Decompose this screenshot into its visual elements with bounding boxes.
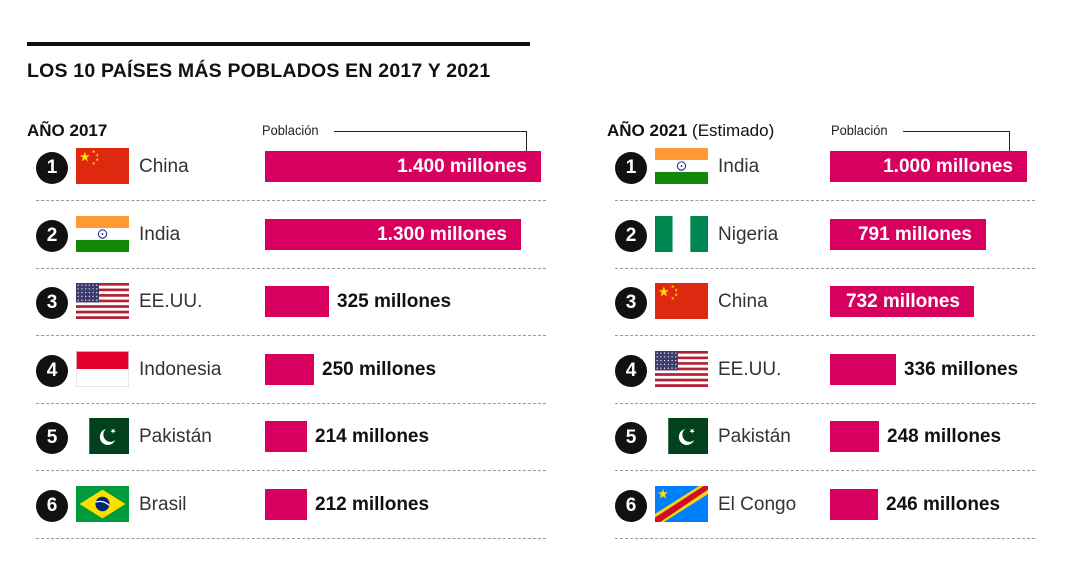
table-row: 2 Nigeria 791 millones — [615, 202, 1035, 269]
value-header-line — [334, 131, 526, 132]
table-row: 3 EE.UU. 325 millones — [36, 269, 546, 336]
bar-value-label: 1.300 millones — [377, 223, 507, 245]
panel-year: AÑO 2017 — [27, 121, 108, 140]
usa-flag-icon — [655, 350, 708, 387]
rank-badge: 6 — [36, 489, 68, 522]
chart-title: LOS 10 PAÍSES MÁS POBLADOS EN 2017 Y 202… — [27, 60, 491, 82]
country-name: India — [718, 156, 760, 177]
table-row: 5 Pakistán 214 millones — [36, 404, 546, 471]
india-flag-icon — [76, 215, 129, 252]
country-name: Nigeria — [718, 223, 779, 245]
bar — [265, 421, 307, 452]
table-row: 3 China 732 millones — [615, 269, 1035, 336]
bar — [265, 488, 307, 520]
bar — [265, 218, 521, 250]
value-header: Población — [262, 122, 319, 138]
bar-value-label: 214 millones — [315, 426, 430, 447]
row-separator — [36, 267, 546, 269]
row-separator — [615, 200, 1035, 201]
row-separator — [36, 335, 546, 336]
rank-badge: 1 — [615, 152, 647, 184]
row-separator — [615, 335, 1035, 336]
bar — [265, 353, 314, 385]
bar — [830, 488, 878, 520]
bar-value-label: 325 millones — [337, 291, 452, 312]
table-row: 4 EE.UU. 336 millones — [615, 337, 1035, 404]
country-name: Indonesia — [139, 358, 222, 380]
bar-value-label: 1.000 millones — [883, 156, 1013, 177]
bar-value-label: 250 millones — [322, 358, 437, 380]
country-name: Pakistán — [139, 426, 212, 447]
rank-badge: 5 — [615, 422, 647, 454]
bar — [830, 353, 896, 385]
panel-year: AÑO 2021 — [607, 121, 688, 140]
pakistan-flag-icon — [655, 418, 708, 454]
china-flag-icon — [76, 148, 129, 184]
row-separator — [36, 537, 546, 539]
panel-title: AÑO 2021 (Estimado) — [607, 121, 774, 141]
row-separator — [36, 402, 546, 404]
india-flag-icon — [655, 148, 708, 184]
rank-badge: 2 — [36, 219, 68, 252]
value-header-drop — [1009, 131, 1010, 162]
bar — [830, 421, 879, 452]
bar-value-label: 791 millones — [857, 223, 972, 245]
row-separator — [615, 402, 1035, 404]
bar-value-label: 732 millones — [845, 291, 960, 312]
row-separator — [36, 200, 546, 201]
bar-value-label: 1.400 millones — [397, 156, 527, 177]
country-name: EE.UU. — [139, 291, 203, 312]
bar — [830, 286, 974, 317]
bar-value-label: 212 millones — [315, 493, 430, 515]
country-name: India — [139, 223, 181, 245]
bar — [265, 151, 541, 182]
table-row: 1 China 1.400 millones — [36, 134, 546, 201]
pakistan-flag-icon — [76, 418, 129, 454]
title-rule — [27, 42, 530, 46]
country-name: China — [139, 156, 189, 177]
rank-badge: 1 — [36, 152, 68, 184]
country-name: Brasil — [139, 493, 187, 515]
value-header: Población — [831, 122, 888, 138]
panel-title-note: (Estimado) — [687, 121, 775, 140]
row-separator — [615, 470, 1035, 471]
bar-value-label: 336 millones — [904, 358, 1019, 380]
dr-congo-flag-icon — [655, 485, 708, 522]
value-header-drop — [526, 131, 527, 162]
country-name: El Congo — [718, 493, 797, 515]
country-name: China — [718, 291, 768, 312]
rank-badge: 3 — [36, 287, 68, 319]
indonesia-flag-icon — [76, 350, 129, 387]
rank-badge: 6 — [615, 489, 647, 522]
bar-value-label: 248 millones — [887, 426, 1002, 447]
rank-badge: 4 — [615, 354, 647, 387]
china-flag-icon — [655, 283, 708, 319]
row-separator — [36, 470, 546, 471]
bar — [265, 286, 329, 317]
panel-title: AÑO 2017 — [27, 121, 107, 141]
row-separator — [615, 537, 1035, 539]
bar — [830, 151, 1027, 182]
panel-2021: AÑO 2021 (Estimado) Población 1 India 1.000 … — [607, 0, 1035, 567]
table-row: 6 El Congo 246 millones — [615, 472, 1035, 539]
table-row: 5 Pakistán 248 millones — [615, 404, 1035, 471]
table-row: 2 India 1.300 millones — [36, 202, 546, 269]
table-row: 4 Indonesia 250 millones — [36, 337, 546, 404]
country-name: EE.UU. — [718, 358, 782, 380]
panel-2017: AÑO 2017 Población 1 China 1.400 millones 2 In… — [27, 0, 546, 567]
table-row: 6 Brasil 212 millones — [36, 472, 546, 539]
brazil-flag-icon — [76, 485, 129, 522]
country-name: Pakistán — [718, 426, 791, 447]
rank-badge: 2 — [615, 219, 647, 252]
rank-badge: 3 — [615, 287, 647, 319]
nigeria-flag-icon — [655, 215, 708, 252]
usa-flag-icon — [76, 283, 129, 319]
bar — [830, 218, 986, 250]
rank-badge: 4 — [36, 354, 68, 387]
value-header-line — [903, 131, 1009, 132]
table-row: 1 India 1.000 millones — [615, 134, 1035, 201]
row-separator — [615, 267, 1035, 269]
bar-value-label: 246 millones — [886, 493, 1001, 515]
rank-badge: 5 — [36, 422, 68, 454]
